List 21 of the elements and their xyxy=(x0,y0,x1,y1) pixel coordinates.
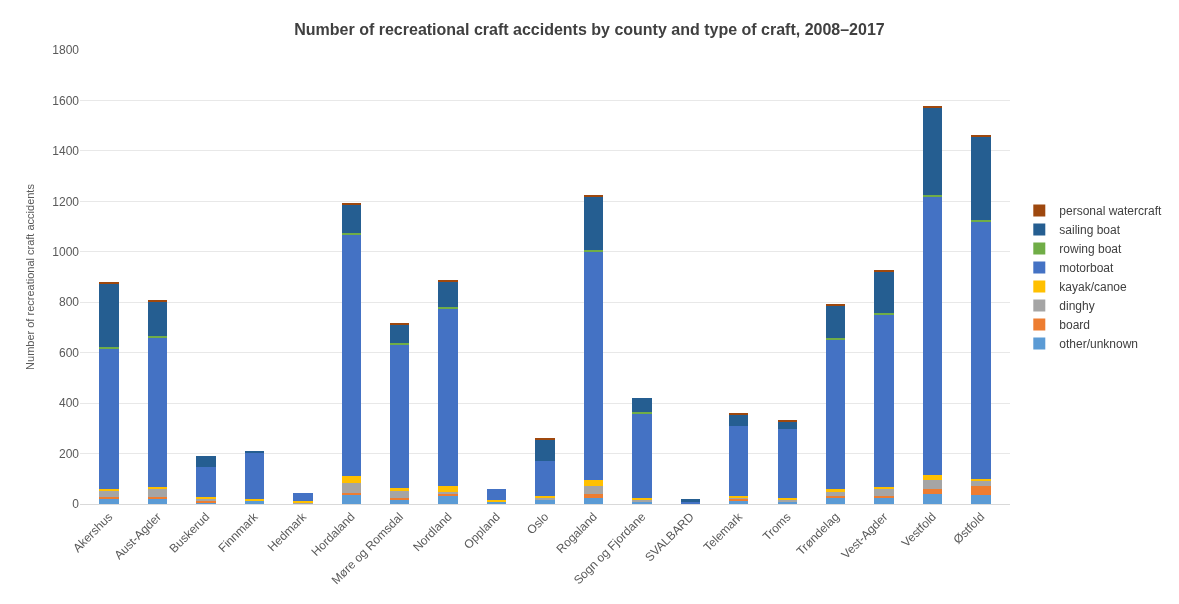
y-tick-label: 1800 xyxy=(52,43,80,58)
legend-label: kayak/canoe xyxy=(1059,280,1127,295)
y-tick-label: 0 xyxy=(72,497,80,512)
y-tick-label: 1600 xyxy=(52,93,80,108)
y-tick-label: 200 xyxy=(58,446,80,461)
y-tick-label: 600 xyxy=(58,345,80,360)
y-tick-label: 800 xyxy=(58,295,80,310)
legend-label: dinghy xyxy=(1059,299,1095,314)
legend-label: personal watercraft xyxy=(1059,204,1163,219)
legend-label: rowing boat xyxy=(1059,242,1123,257)
x-tick-label: Oslo xyxy=(524,509,552,538)
legend-label: other/unknown xyxy=(1059,337,1139,352)
y-tick-label: 1400 xyxy=(52,144,80,159)
y-axis-title: Number of recreational craft accidents xyxy=(23,183,36,370)
y-tick-label: 1000 xyxy=(52,244,80,259)
y-tick-label: 1200 xyxy=(52,194,80,209)
legend-label: sailing boat xyxy=(1059,223,1121,238)
legend-label: board xyxy=(1059,318,1090,333)
y-tick-label: 400 xyxy=(58,396,80,411)
legend-label: motorboat xyxy=(1059,261,1114,276)
chart-title: Number of recreational craft accidents by county and type of craft, 2008–2017 xyxy=(294,21,885,39)
